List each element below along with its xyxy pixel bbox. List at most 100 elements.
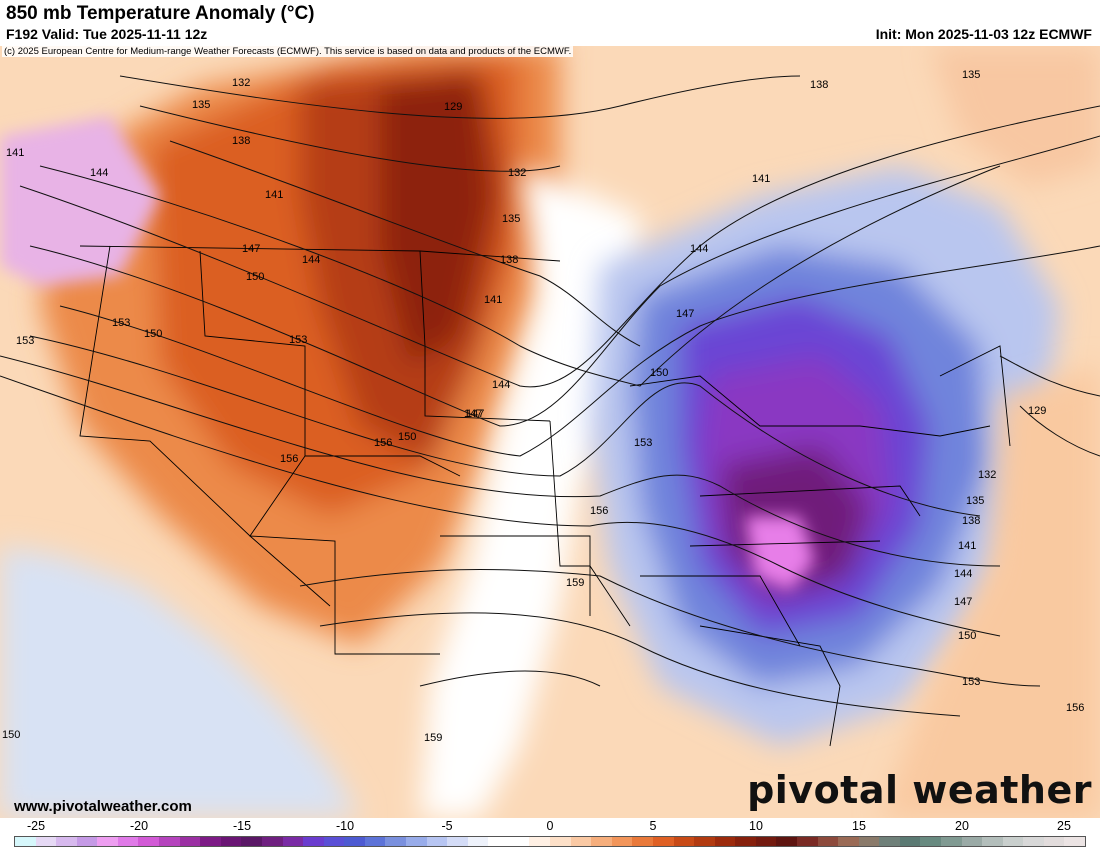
colorbar-swatch (261, 837, 283, 846)
contour-label: 138 (232, 135, 250, 147)
colorbar-tick: 25 (1057, 819, 1071, 833)
colorbar-swatch (447, 837, 468, 846)
contour-label: 144 (302, 254, 320, 266)
colorbar-swatch (570, 837, 592, 846)
contour-label: 135 (502, 213, 520, 225)
contour-label: 138 (810, 79, 828, 91)
colorbar-swatch (899, 837, 921, 846)
colorbar-swatch (838, 837, 859, 846)
contour-label: 144 (690, 243, 708, 255)
contour-label: 150 (650, 367, 668, 379)
political-boundaries (79, 245, 1011, 747)
colorbar-tick: -20 (129, 819, 149, 833)
map-canvas: 132 135 138 141 144 129 132 135 138 141 … (0, 46, 1100, 818)
contour-label: 147 (242, 243, 260, 255)
colorbar-swatch (652, 837, 674, 846)
colorbar-swatch (15, 837, 36, 846)
colorbar-swatch (694, 837, 715, 846)
colorbar-swatch (282, 837, 304, 846)
contour-label: 150 (398, 431, 416, 443)
colorbar-swatch (632, 837, 653, 846)
colorbar-swatch (796, 837, 818, 846)
contour-label: 159 (424, 732, 442, 744)
colorbar-tick: 5 (649, 819, 657, 833)
contour-label: 135 (192, 99, 210, 111)
colorbar-swatch (200, 837, 221, 846)
colorbar-swatch (364, 837, 386, 846)
colorbar-swatch (508, 837, 530, 846)
colorbar-swatch (1064, 837, 1086, 846)
contour-label: 147 (676, 308, 694, 320)
valid-time: F192 Valid: Tue 2025-11-11 12z (6, 26, 208, 42)
colorbar-tick: -15 (232, 819, 252, 833)
contour-label: 153 (634, 437, 652, 449)
atlantic-warm-anomaly (880, 366, 1100, 818)
contour-label: 141 (484, 294, 502, 306)
colorbar-tick: -10 (335, 819, 355, 833)
colorbar-swatch (941, 837, 962, 846)
pacific-cool-anomaly (0, 546, 360, 818)
colorbar-swatch (241, 837, 262, 846)
website-link[interactable]: www.pivotalweather.com (14, 798, 192, 815)
colorbar-swatch (385, 837, 406, 846)
height-contours (0, 75, 1100, 717)
contour-label: 156 (590, 505, 608, 517)
contour-label: 156 (1066, 702, 1084, 714)
colorbar-swatch (138, 837, 160, 846)
colorbar-tick: -5 (441, 819, 453, 833)
neutral-zone (420, 166, 640, 818)
contour-label: 153 (112, 317, 130, 329)
contour-label: 144 (90, 167, 108, 179)
contour-label: 138 (962, 515, 980, 527)
colorbar-swatch (735, 837, 756, 846)
contour-label: 147 (466, 408, 484, 420)
colorbar-swatch (961, 837, 983, 846)
contour-label: 147 (954, 596, 972, 608)
colorbar-swatch (755, 837, 777, 846)
warm-anomaly-west (40, 46, 560, 646)
colorbar (14, 836, 1086, 847)
colorbar-tick: 10 (749, 819, 763, 833)
colorbar-swatch (344, 837, 365, 846)
colorbar-swatch (879, 837, 900, 846)
colorbar-ticks: -25 -20 -15 -10 -5 0 5 10 15 20 25 (0, 819, 1100, 835)
contour-label: 156 (280, 453, 298, 465)
colorbar-swatch (97, 837, 118, 846)
colorbar-swatch (920, 837, 942, 846)
colorbar-swatch (529, 837, 551, 846)
colorbar-swatch (467, 837, 489, 846)
colorbar-swatch (1023, 837, 1044, 846)
colorbar-tick: 20 (955, 819, 969, 833)
contour-label: 138 (500, 254, 518, 266)
ne-warm-anomaly (930, 46, 1100, 186)
brand-logo: pivotal weather (747, 768, 1092, 812)
temperature-anomaly-map[interactable]: 132 135 138 141 144 129 132 135 138 141 … (0, 46, 1100, 818)
colorbar-swatch (159, 837, 180, 846)
colorbar-swatch (488, 837, 509, 846)
map-title: 850 mb Temperature Anomaly (°C) (6, 3, 315, 24)
contour-label: 135 (966, 495, 984, 507)
contour-label: 150 (144, 328, 162, 340)
colorbar-swatch (611, 837, 633, 846)
contour-label: 153 (16, 335, 34, 347)
header-bar: 850 mb Temperature Anomaly (°C) F192 Val… (0, 0, 1100, 48)
colorbar-swatch (1043, 837, 1065, 846)
colorbar-swatch (1002, 837, 1024, 846)
colorbar-swatch (323, 837, 345, 846)
init-time: Init: Mon 2025-11-03 12z ECMWF (875, 26, 1092, 42)
contour-label: 129 (1028, 405, 1046, 417)
contour-label: 141 (265, 189, 283, 201)
contour-label: 132 (232, 77, 250, 89)
colorbar-tick: -25 (26, 819, 46, 833)
colorbar-swatch (858, 837, 880, 846)
copyright-notice: (c) 2025 European Centre for Medium-rang… (2, 46, 574, 57)
contour-label: 147 (464, 408, 482, 420)
contour-label: 159 (566, 577, 584, 589)
colorbar-swatch (117, 837, 139, 846)
colorbar-swatch (817, 837, 839, 846)
colorbar-swatch (405, 837, 427, 846)
colorbar-tick: 0 (546, 819, 554, 833)
colorbar-swatch (982, 837, 1003, 846)
contour-label: 150 (246, 271, 264, 283)
contour-label: 129 (444, 101, 462, 113)
